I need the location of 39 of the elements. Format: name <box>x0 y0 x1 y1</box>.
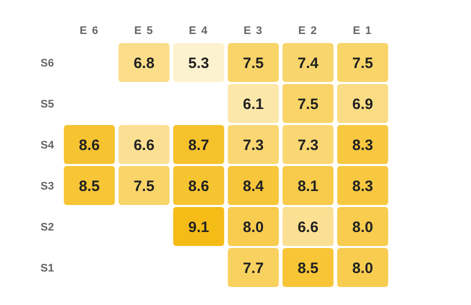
data-label: 7.3 <box>242 136 264 154</box>
x-tick-label: E 6 <box>80 25 100 37</box>
data-label: 7.7 <box>242 260 264 277</box>
data-label: 7.5 <box>242 54 264 72</box>
data-label: 6.8 <box>134 54 154 72</box>
data-label: 8.0 <box>242 218 264 236</box>
data-label: 8.1 <box>298 178 318 195</box>
x-tick-label: E 5 <box>134 25 154 37</box>
data-label: 8.6 <box>78 136 100 154</box>
data-label: 5.3 <box>188 54 210 72</box>
data-label: 8.3 <box>352 178 374 195</box>
y-tick-label: S1 <box>40 262 54 274</box>
data-label: 7.4 <box>298 54 320 72</box>
data-label: 6.6 <box>298 218 318 236</box>
data-label: 6.9 <box>352 96 374 113</box>
data-label: 7.5 <box>298 96 318 113</box>
x-tick-label: E 4 <box>188 25 208 37</box>
y-tick-label: S5 <box>40 98 54 110</box>
y-tick-label: S3 <box>40 180 54 192</box>
data-label: 6.6 <box>134 136 154 154</box>
y-tick-label: S4 <box>40 139 55 152</box>
data-label: 8.5 <box>298 260 318 277</box>
x-tick-label: E 3 <box>244 25 264 37</box>
x-tick-label: E 2 <box>298 25 318 37</box>
data-label: 7.5 <box>134 178 154 195</box>
data-label: 8.4 <box>242 178 264 195</box>
data-label: 8.3 <box>352 136 374 154</box>
data-label: 7.3 <box>298 136 318 154</box>
y-tick-label: S6 <box>40 57 54 70</box>
data-label: 8.0 <box>352 218 374 236</box>
data-label: 8.0 <box>352 260 374 277</box>
y-tick-label: S2 <box>40 221 54 234</box>
data-label: 8.6 <box>188 178 210 195</box>
x-tick-label: E 1 <box>352 25 372 37</box>
data-label: 7.5 <box>352 54 374 72</box>
data-label: 9.1 <box>188 218 210 236</box>
data-label: 6.1 <box>242 96 264 113</box>
data-label: 8.7 <box>188 136 210 154</box>
data-label: 8.5 <box>78 178 100 195</box>
